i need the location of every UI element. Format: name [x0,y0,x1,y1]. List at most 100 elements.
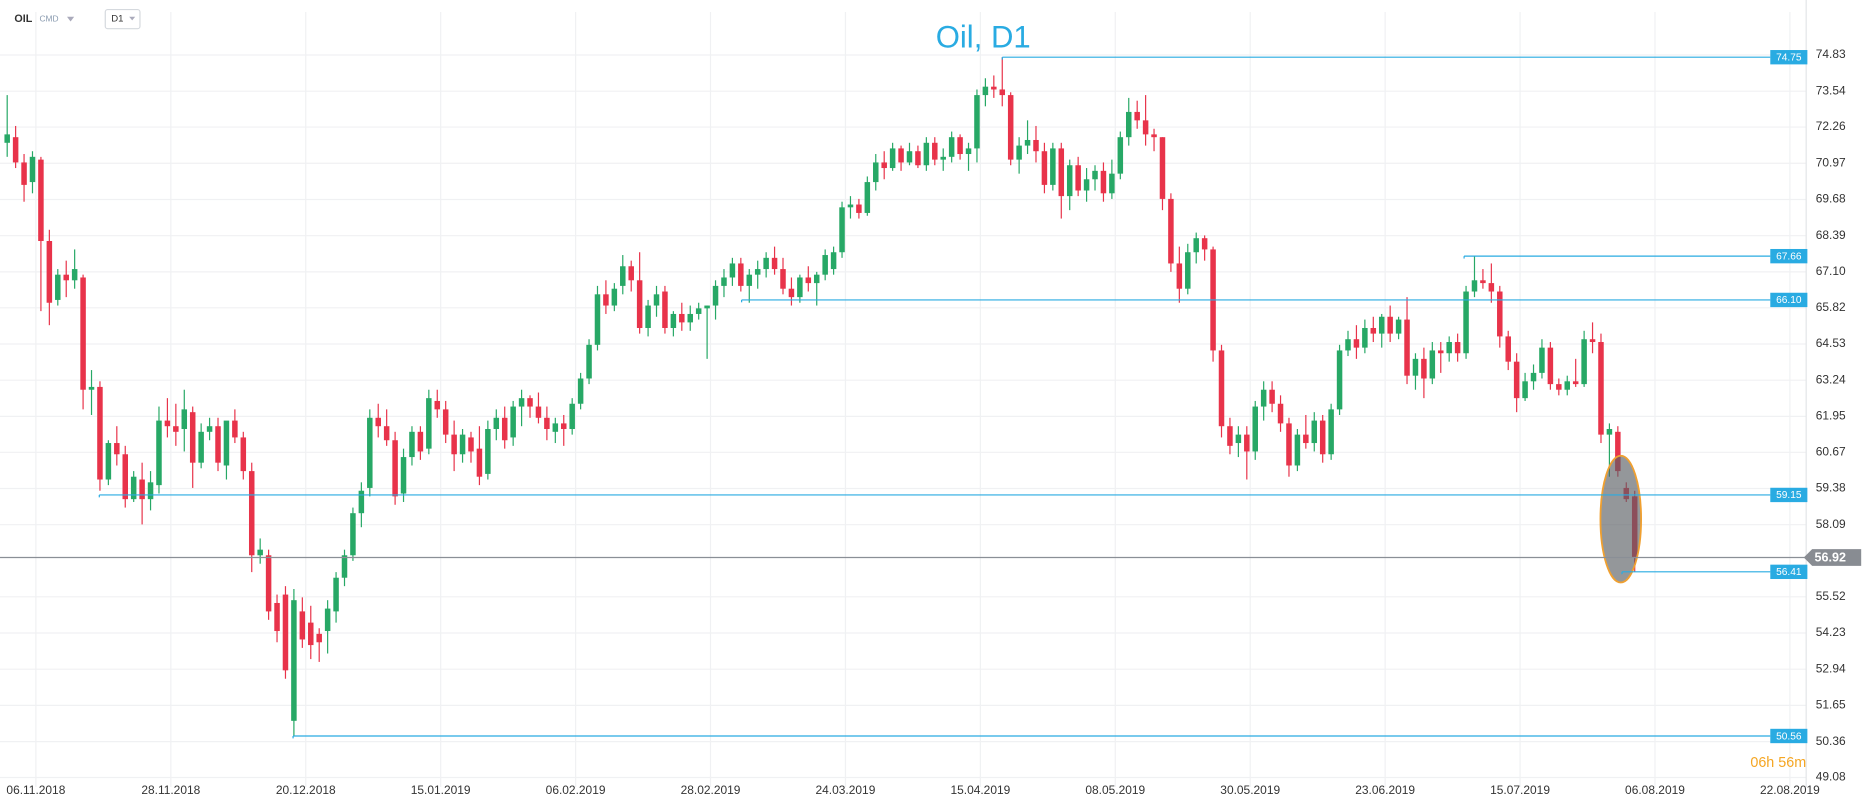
candle-body [889,148,896,169]
candle-body [1522,381,1528,399]
candle-body [569,403,575,430]
interval-box[interactable] [104,8,141,30]
candle-body [1286,423,1292,466]
candle-body [906,151,913,163]
x-tick-label: 15.04.2019 [950,783,1010,797]
candle-body [704,305,710,309]
highlight [1599,454,1643,584]
candle-body [1497,291,1503,337]
candle-body [1615,431,1621,472]
x-tick-label: 08.05.2019 [1085,783,1145,797]
candle-body [965,148,972,155]
candle-body [1033,139,1039,152]
candle-body [1159,137,1166,199]
candle-body [156,420,162,486]
level-label: 50.56 [1776,731,1802,742]
candle-body [375,417,381,427]
candle-body [130,476,137,500]
x-tick-label: 06.11.2018 [6,783,65,797]
candle-body [173,426,179,432]
candle-body [1598,342,1604,435]
y-tick-label: 51.65 [1816,698,1846,712]
candle-body [1395,319,1402,334]
x-tick-label: 23.06.2019 [1355,783,1415,797]
market-caret[interactable] [66,16,75,22]
interval[interactable]: D1 [111,14,123,25]
candle-body [873,162,879,183]
candle-body [1227,426,1233,446]
level-label: 66.10 [1776,295,1802,306]
candle-body [1244,434,1250,452]
candle-body [1151,134,1157,138]
y-tick-label: 70.97 [1816,155,1846,169]
candle-body [1328,409,1334,455]
candle-body [847,204,854,208]
candle-body [257,549,263,556]
candle-body [147,482,154,500]
candle-body [451,434,457,455]
y-tick-label: 67.10 [1816,264,1846,278]
candle-body [164,420,171,427]
market: CMD [39,13,58,23]
candle-body [1421,358,1427,379]
y-tick-label: 72.26 [1816,119,1846,133]
x-tick-label: 30.05.2019 [1220,783,1280,797]
candle-body [729,263,736,278]
candle-body [1471,280,1478,292]
candle-body [1142,120,1149,135]
candle-body [1589,339,1596,343]
y-tick-label: 58.09 [1816,517,1846,531]
candle-body [856,204,862,213]
candle-body [1269,389,1275,404]
candle-body [1513,361,1520,399]
x-tick-label: 28.02.2019 [681,783,741,797]
level-label-box [1770,487,1808,503]
y-tick-label: 60.67 [1816,444,1846,458]
candle-body [442,409,449,435]
candle-body [350,513,356,556]
candle-body [71,269,78,281]
x-tick-label: 22.08.2019 [1760,783,1820,797]
candle-body [1066,165,1073,197]
candle-body [1581,339,1587,385]
candle-body [898,148,904,163]
candle-body [367,417,373,488]
candle-body [1488,283,1495,292]
candle-body [1547,347,1554,385]
candle-body [1378,316,1385,334]
candle-body [105,443,112,480]
candle-body [679,313,685,323]
candle-body [1201,238,1208,250]
level-label: 59.15 [1776,490,1802,501]
y-tick-label: 59.38 [1816,481,1846,495]
candle-body [1058,148,1065,197]
candle-body [1193,238,1199,253]
candle-body [181,409,188,430]
candle-body [780,269,786,289]
candle-body [788,288,795,298]
candle-body [653,294,660,306]
y-tick-label: 49.08 [1816,770,1846,784]
candle-body [1125,111,1132,138]
candle-body [1446,342,1452,354]
candle-body [240,437,247,472]
candle-body [1438,350,1444,354]
candle-body [1100,170,1107,194]
y-tick-label: 61.95 [1816,409,1846,423]
candle-body [1007,95,1014,160]
candle-body [1303,434,1309,444]
candle-body [948,137,955,157]
candle-body [248,471,255,556]
candle-body [392,440,398,497]
candle-body [409,431,415,458]
y-tick-label: 54.23 [1816,625,1846,639]
candle-body [1454,342,1461,354]
candle-body [1075,165,1081,191]
x-tick-label: 20.12.2018 [276,783,336,797]
candle-body [982,86,989,96]
candle-body [1168,198,1174,264]
candle-body [1606,429,1613,435]
candle-body [223,420,230,466]
candle-body [974,95,980,149]
